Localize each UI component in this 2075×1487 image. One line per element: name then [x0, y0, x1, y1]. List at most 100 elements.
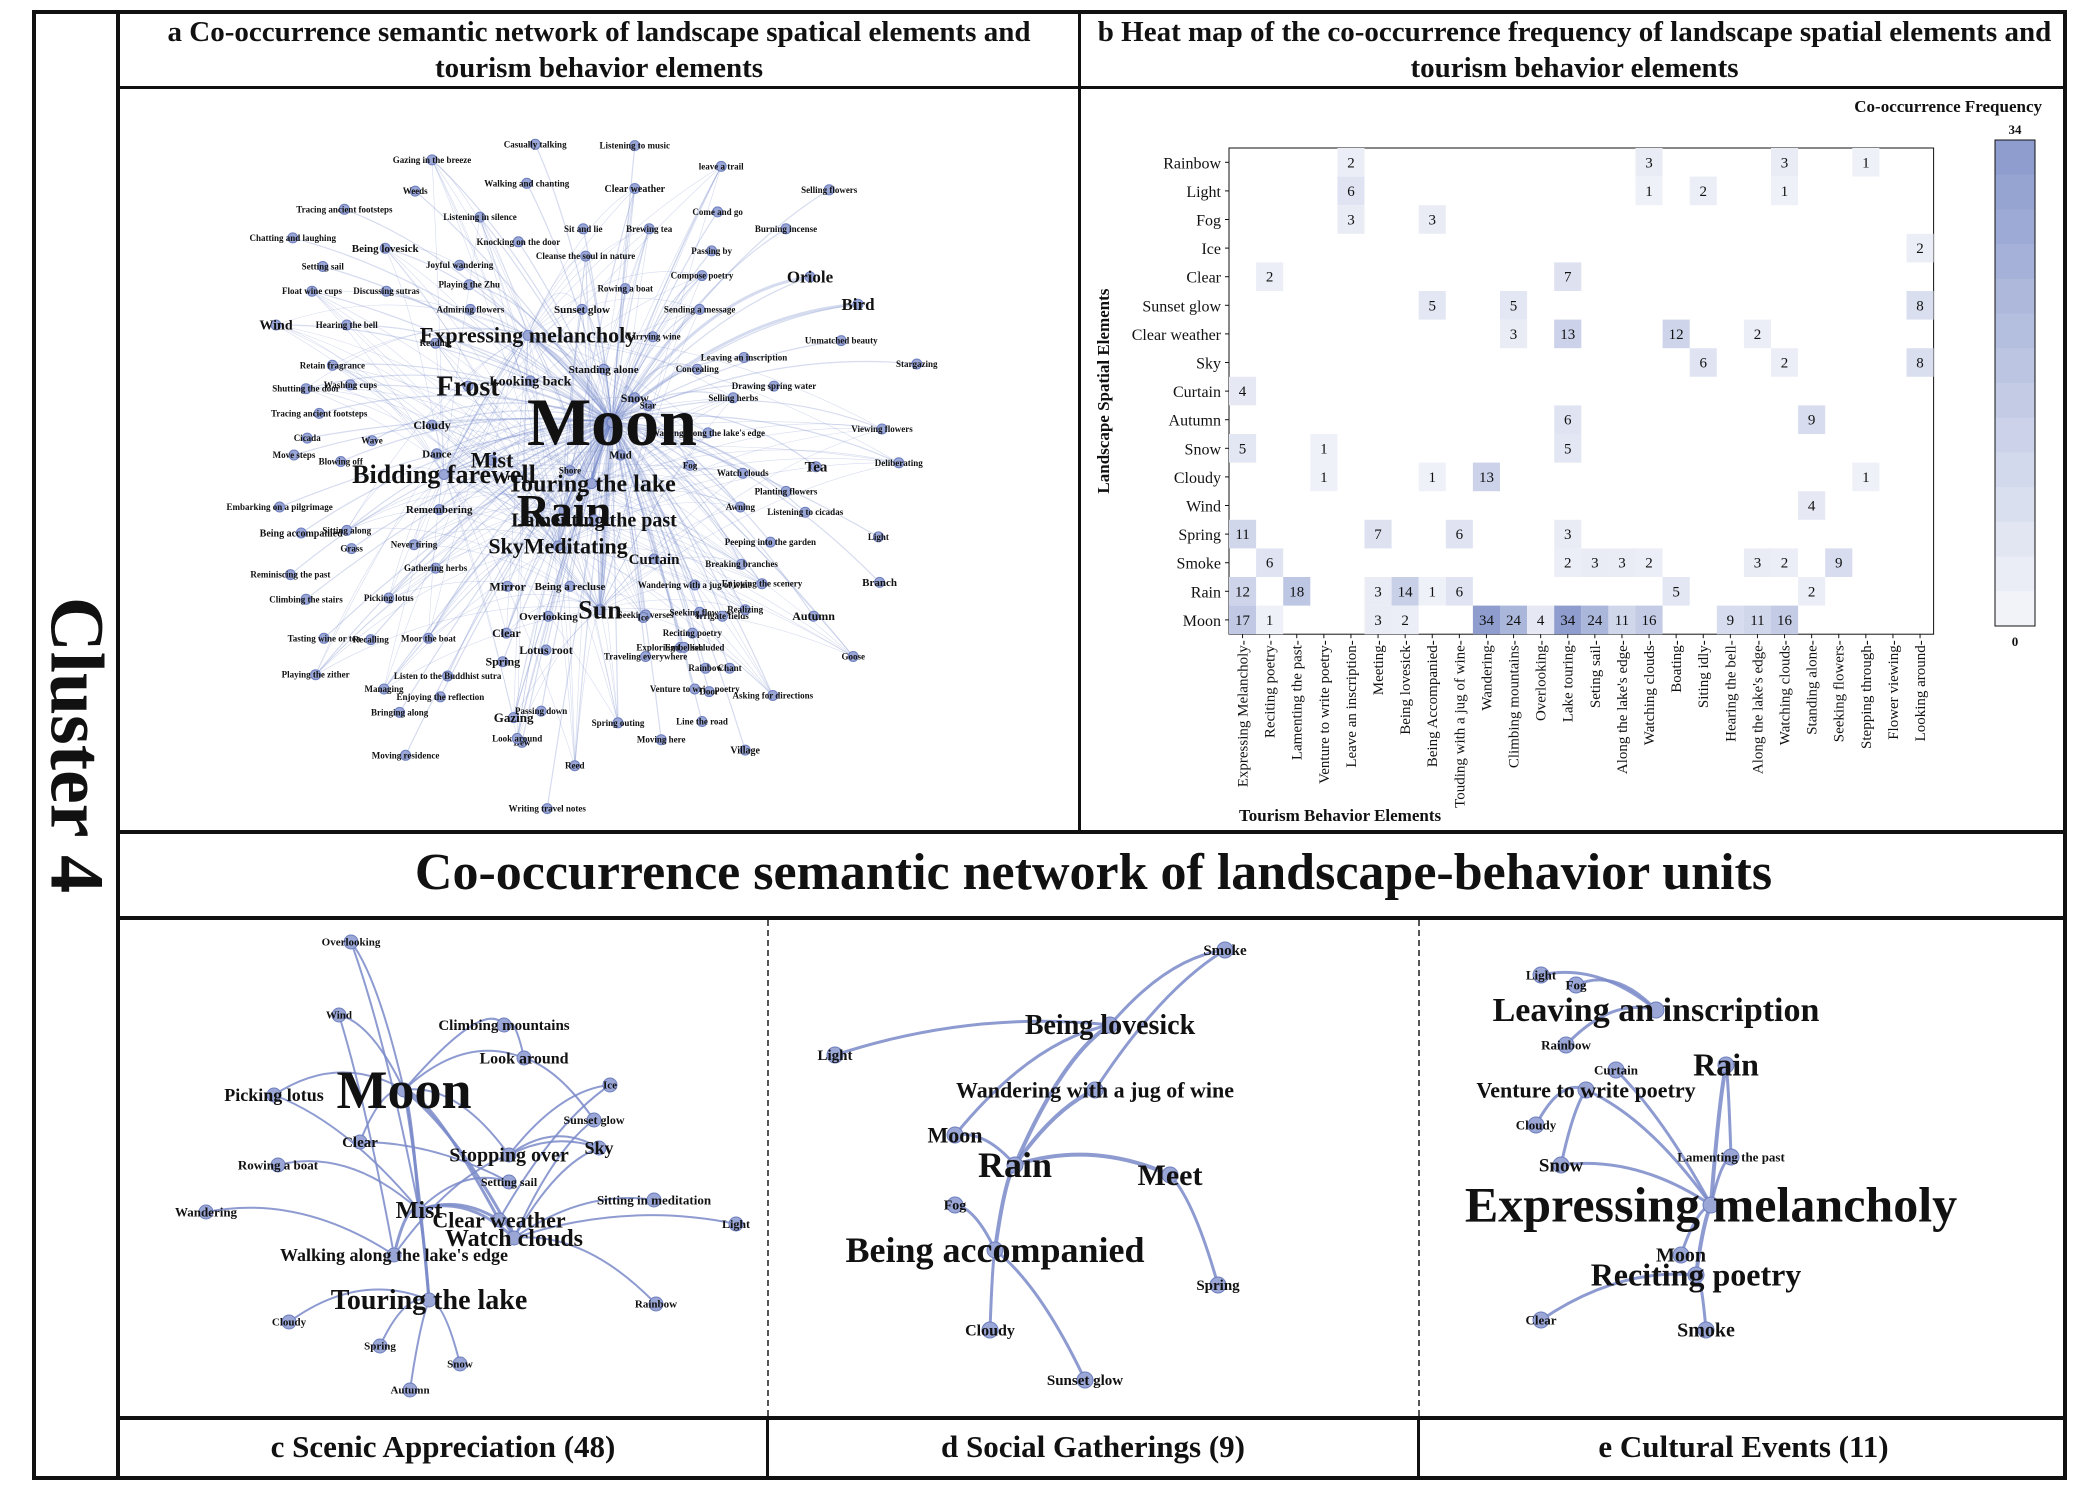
colorbar-step — [1995, 417, 2035, 453]
network-edge — [443, 255, 586, 475]
node-label-unmatched-beauty: Unmatched beauty — [805, 336, 878, 346]
network-edge — [385, 248, 565, 512]
node-label-chant: Chant — [718, 663, 742, 673]
node-skymeditating — [552, 540, 564, 552]
node-planting-flowers — [780, 485, 792, 497]
node-label-frost: Frost — [436, 371, 500, 402]
colorbar-step — [1995, 313, 2035, 349]
node-label-hearing-the-bell: Hearing the bell — [316, 320, 378, 330]
heatmap-cell — [1743, 605, 1771, 635]
node-label-clear-weather: Clear weather — [604, 184, 665, 195]
network-edge — [591, 482, 742, 565]
network-edge — [443, 188, 636, 475]
panel-d-title: d Social Gatherings (9) — [941, 1429, 1245, 1464]
node-embarking-on-a-pilgrimage — [274, 501, 286, 513]
node-shutting-the-door — [300, 383, 312, 395]
network-edge — [557, 528, 742, 565]
network-edge — [563, 505, 742, 565]
network-edge — [610, 275, 811, 424]
network-edge — [557, 544, 763, 584]
node-snow — [1552, 1156, 1570, 1174]
heatmap-row-label: Moon — [1183, 613, 1221, 630]
node-label-traveling-everywhere: Traveling everywhere — [604, 651, 687, 661]
network-edge — [563, 458, 899, 512]
heatmap-cell-label: 1 — [1266, 613, 1274, 629]
node-cloudy — [426, 419, 438, 431]
node-frost — [462, 380, 474, 392]
network-edge — [557, 422, 613, 547]
network-edge — [443, 397, 635, 475]
node-mist — [486, 454, 498, 466]
heatmap-col-label: Meeting- — [1371, 640, 1387, 695]
heatmap-cell — [1310, 434, 1338, 463]
node-leaving-an-inscription — [1647, 1001, 1665, 1019]
network-edge — [527, 228, 650, 336]
network-edge — [428, 544, 559, 639]
colorbar-min: 0 — [2012, 634, 2019, 649]
heatmap-cell-label: 13 — [1479, 470, 1494, 486]
network-edge — [611, 384, 775, 424]
node-label-grass: Grass — [340, 544, 363, 554]
node-rainbow — [1557, 1036, 1575, 1054]
network-edge — [557, 309, 700, 547]
node-brewing-tea — [643, 223, 655, 235]
node-label-shutting-the-door: Shutting the door — [272, 384, 340, 394]
node-label-climbing-the-stairs: Climbing the stairs — [269, 594, 343, 604]
network-edge — [491, 459, 565, 512]
node-reminiscing-the-past — [284, 569, 296, 581]
node-cicada — [301, 432, 313, 444]
network-edge — [611, 288, 626, 423]
node-traveling-everywhere — [640, 651, 652, 662]
network-edge — [383, 474, 445, 690]
network-edge — [470, 308, 613, 423]
colorbar-step — [1995, 140, 2035, 176]
network-edge — [545, 422, 613, 651]
node-retain-fragrance — [326, 359, 338, 371]
network-edge — [574, 422, 613, 766]
heatmap-cell-label: 1 — [1862, 155, 1870, 171]
heatmap-cell-label: 16 — [1777, 613, 1793, 629]
network-edge — [346, 473, 592, 531]
node-fog — [684, 459, 696, 471]
network-edge — [953, 1023, 1111, 1136]
network-edge — [513, 1147, 600, 1239]
network-edge — [563, 489, 741, 512]
network-edge — [443, 474, 514, 718]
network-edge — [275, 324, 559, 547]
network-edge — [273, 1071, 405, 1096]
node-label-cloudy: Cloudy — [1516, 1117, 1557, 1132]
network-edge — [611, 422, 854, 657]
node-label-touring-the-lake: Touring the lake — [507, 472, 676, 498]
node-passing-down — [535, 705, 547, 717]
node-light — [728, 1216, 744, 1232]
node-bird — [852, 298, 864, 310]
network-edge — [557, 397, 635, 547]
network-edge — [557, 545, 644, 618]
network-edge — [563, 397, 635, 511]
node-label-discussing-sutras: Discussing sutras — [353, 286, 420, 296]
heatmap-cell-label: 6 — [1266, 556, 1274, 572]
node-label-never-tiring: Never tiring — [391, 540, 438, 550]
network-edge — [611, 422, 723, 617]
network-edge — [491, 453, 592, 484]
network-edge — [383, 422, 613, 690]
node-label-ice: Ice — [637, 612, 649, 622]
heatmap-row-label: Curtain — [1173, 384, 1221, 401]
node-tea — [810, 461, 822, 473]
network-edge — [527, 333, 636, 398]
heatmap-cell — [1256, 605, 1284, 635]
heatmap-cell-label: 2 — [1401, 613, 1409, 629]
divider-title-row — [120, 86, 2067, 89]
node-stopping-over — [501, 1147, 517, 1163]
network-edge — [431, 159, 592, 484]
network-edge — [546, 422, 613, 809]
divider-de-bottom — [1417, 1416, 1420, 1476]
heatmap-row-label: Cloudy — [1174, 470, 1221, 487]
network-edge — [288, 1288, 430, 1323]
node-label-wind: Wind — [326, 1010, 352, 1022]
node-label-remembering: Remembering — [406, 504, 473, 516]
network-edge — [443, 474, 763, 584]
network-edge — [527, 292, 583, 336]
node-label-mud: Mud — [609, 450, 632, 462]
network-edge — [491, 335, 529, 461]
